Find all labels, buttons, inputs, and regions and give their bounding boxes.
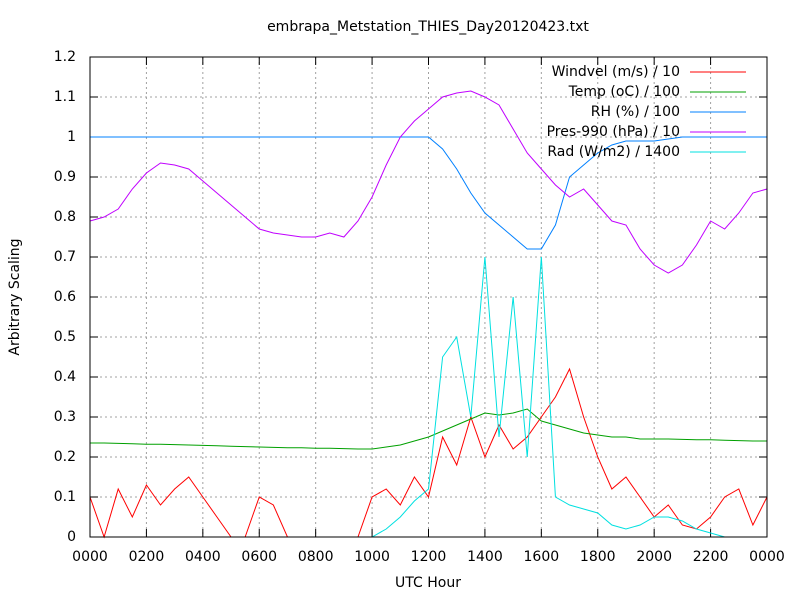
x-tick-label: 0400 (185, 549, 221, 565)
y-tick-label: 0.6 (54, 289, 76, 305)
y-tick-label: 1.1 (54, 89, 76, 105)
y-tick-label: 0 (67, 529, 76, 545)
y-tick-label: 0.5 (54, 329, 76, 345)
chart-title: embrapa_Metstation_THIES_Day20120423.txt (267, 19, 589, 35)
series-line (90, 136, 767, 250)
y-tick-label: 0.1 (54, 489, 76, 505)
y-tick-label: 0.4 (54, 369, 76, 385)
x-tick-label: 0600 (241, 549, 277, 565)
y-tick-label: 0.8 (54, 209, 76, 225)
y-tick-label: 0.9 (54, 169, 76, 185)
x-tick-label: 2200 (693, 549, 729, 565)
legend-label: Temp (oC) / 100 (568, 84, 680, 100)
x-tick-label: 1000 (354, 549, 390, 565)
x-tick-label: 1200 (411, 549, 447, 565)
x-tick-label: 0000 (749, 549, 785, 565)
x-tick-label: 0800 (298, 549, 334, 565)
y-tick-label: 1 (67, 129, 76, 145)
series-line (89, 90, 768, 274)
legend-label: Pres-990 (hPa) / 10 (547, 124, 680, 140)
y-tick-label: 0.3 (54, 409, 76, 425)
legend-label: Rad (W/m2) / 1400 (547, 144, 680, 160)
series-line (90, 408, 767, 450)
x-tick-label: 0000 (72, 549, 108, 565)
x-tick-label: 2000 (636, 549, 672, 565)
y-tick-label: 0.2 (54, 449, 76, 465)
y-tick-label: 1.2 (54, 49, 76, 65)
legend-label: Windvel (m/s) / 10 (552, 64, 680, 80)
x-tick-label: 1600 (524, 549, 560, 565)
legend-label: RH (%) / 100 (591, 104, 680, 120)
plot-border (89, 56, 768, 538)
y-axis-label: Arbitrary Scaling (7, 238, 23, 355)
y-tick-label: 0.7 (54, 249, 76, 265)
x-tick-label: 0200 (129, 549, 165, 565)
x-tick-label: 1400 (467, 549, 503, 565)
x-axis-label: UTC Hour (395, 575, 461, 591)
x-tick-label: 1800 (580, 549, 616, 565)
